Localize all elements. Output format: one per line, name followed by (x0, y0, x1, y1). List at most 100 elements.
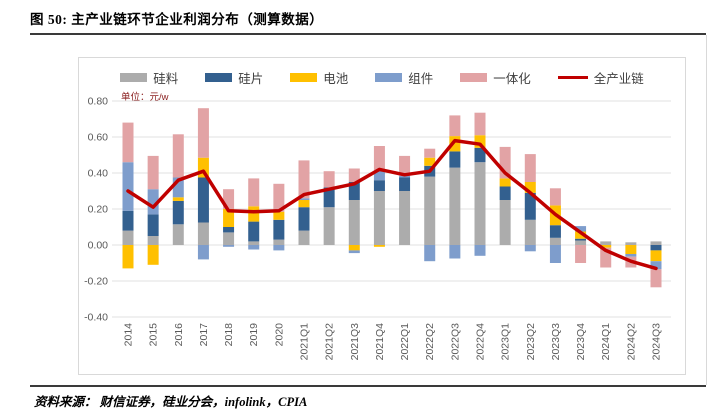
x-axis-tick-label: 2023Q1 (500, 323, 512, 361)
y-axis-tick-label: -0.20 (84, 276, 108, 288)
x-axis-tick-label: 2015 (148, 323, 160, 347)
bar-segment-组件 (474, 245, 486, 256)
figure-title: 图 50: 主产业链环节企业利润分布（测算数据） (30, 12, 324, 27)
bar-segment-硅片 (474, 147, 486, 163)
x-axis-tick-label: 2022Q4 (475, 323, 487, 361)
bar-segment-一体化 (373, 146, 385, 171)
bar-segment-硅料 (399, 191, 411, 245)
bar-segment-硅料 (248, 241, 260, 245)
bar-segment-一体化 (524, 154, 536, 182)
legend-color-swatch (120, 73, 148, 82)
x-axis-tick-label: 2022Q3 (449, 323, 461, 361)
bar-segment-一体化 (172, 134, 184, 178)
y-axis-tick-label: 0.80 (88, 96, 109, 108)
bar-segment-电池 (248, 206, 260, 222)
y-axis-tick-label: 0.20 (88, 204, 109, 216)
legend-item-硅片: 硅片 (205, 68, 263, 87)
bar-segment-电池 (348, 245, 360, 251)
x-axis-tick-label: 2019 (248, 323, 260, 347)
bar-segment-电池 (524, 182, 536, 193)
legend-color-swatch (460, 73, 488, 82)
y-axis-tick-label: 0.00 (88, 240, 109, 252)
bar-segment-硅料 (223, 232, 235, 245)
bar-segment-硅片 (172, 200, 184, 225)
x-axis-tick-label: 2017 (198, 323, 210, 347)
bar-segment-一体化 (323, 171, 335, 188)
legend-color-swatch (290, 73, 318, 82)
bar-segment-电池 (625, 245, 637, 254)
bar-segment-硅料 (499, 200, 511, 245)
bar-segment-硅料 (298, 230, 310, 245)
x-axis-tick-label: 2023Q2 (525, 323, 537, 361)
bar-segment-组件 (549, 245, 561, 263)
x-axis-tick-label: 2023Q4 (575, 323, 587, 361)
x-axis-tick-label: 2016 (173, 323, 185, 347)
bar-segment-硅料 (650, 241, 662, 245)
bar-segment-一体化 (399, 155, 411, 176)
x-axis-tick-label: 2021Q2 (324, 323, 336, 361)
x-axis-tick-label: 2022Q1 (399, 323, 411, 361)
bar-segment-硅料 (197, 222, 209, 245)
bar-segment-电池 (122, 245, 134, 269)
x-axis-tick-label: 2024Q1 (600, 323, 612, 361)
bar-segment-一体化 (549, 188, 561, 206)
bar-segment-硅料 (524, 219, 536, 245)
legend-item-硅料: 硅料 (120, 68, 178, 87)
bar-segment-硅片 (373, 180, 385, 191)
chart-legend: 硅料 硅片 电池 组件 一体化 全产业链 (79, 68, 685, 87)
legend-item-一体化: 一体化 (460, 68, 531, 87)
bar-segment-电池 (424, 157, 436, 166)
x-axis-tick-label: 2018 (223, 323, 235, 347)
bar-segment-硅片 (524, 192, 536, 220)
bar-segment-一体化 (348, 168, 360, 182)
legend-label: 组件 (408, 72, 434, 86)
bar-segment-硅料 (172, 224, 184, 245)
bar-segment-一体化 (650, 269, 662, 288)
bar-segment-一体化 (122, 122, 134, 163)
bar-segment-组件 (197, 245, 209, 260)
unit-label: 单位：元/w (121, 92, 169, 103)
bar-segment-一体化 (449, 115, 461, 137)
bar-segment-一体化 (600, 247, 612, 268)
bar-segment-电池 (172, 197, 184, 201)
bar-segment-硅片 (298, 207, 310, 231)
bar-segment-硅片 (323, 187, 335, 208)
bar-segment-硅料 (323, 207, 335, 245)
bar-segment-硅料 (474, 162, 486, 245)
bar-segment-硅片 (449, 151, 461, 168)
chart-area: 硅料 硅片 电池 组件 一体化 全产业链 单位：元/w 0.80 0.60 0.40 0.20 0… (78, 57, 686, 375)
bar-segment-一体化 (248, 178, 260, 207)
bar-segment-硅片 (122, 210, 134, 231)
legend-color-swatch (375, 73, 403, 82)
bar-segment-组件 (650, 261, 662, 270)
bar-segment-组件 (248, 245, 260, 250)
bar-segment-硅料 (373, 191, 385, 245)
source-note: 资料来源： 财信证券，硅业分会，infolink，CPIA (34, 395, 308, 409)
bar-segment-组件 (172, 177, 184, 198)
legend-color-swatch (205, 73, 233, 82)
bar-segment-硅料 (600, 241, 612, 245)
bar-segment-一体化 (223, 189, 235, 209)
bar-segment-硅片 (399, 177, 411, 191)
bar-segment-硅料 (348, 200, 360, 245)
x-axis-tick-label: 2020 (273, 323, 285, 347)
x-axis-tick-label: 2024Q2 (625, 323, 637, 361)
bar-segment-电池 (600, 245, 612, 248)
legend-label: 硅料 (153, 72, 179, 86)
bar-segment-硅片 (223, 227, 235, 233)
x-axis-tick-label: 2021Q4 (374, 323, 386, 361)
legend-label: 全产业链 (593, 72, 644, 86)
bar-segment-电池 (650, 250, 662, 262)
bar-segment-电池 (499, 178, 511, 187)
bar-segment-硅片 (248, 221, 260, 242)
bar-segment-一体化 (273, 183, 285, 212)
legend-label: 电池 (323, 72, 349, 86)
bar-segment-硅片 (650, 245, 662, 251)
bar-segment-一体化 (197, 108, 209, 158)
bar-segment-电池 (273, 211, 285, 220)
bar-segment-硅料 (424, 176, 436, 245)
page-right-border (706, 35, 707, 385)
bar-segment-电池 (474, 135, 486, 148)
bar-segment-硅料 (549, 237, 561, 245)
bar-segment-硅料 (122, 230, 134, 245)
